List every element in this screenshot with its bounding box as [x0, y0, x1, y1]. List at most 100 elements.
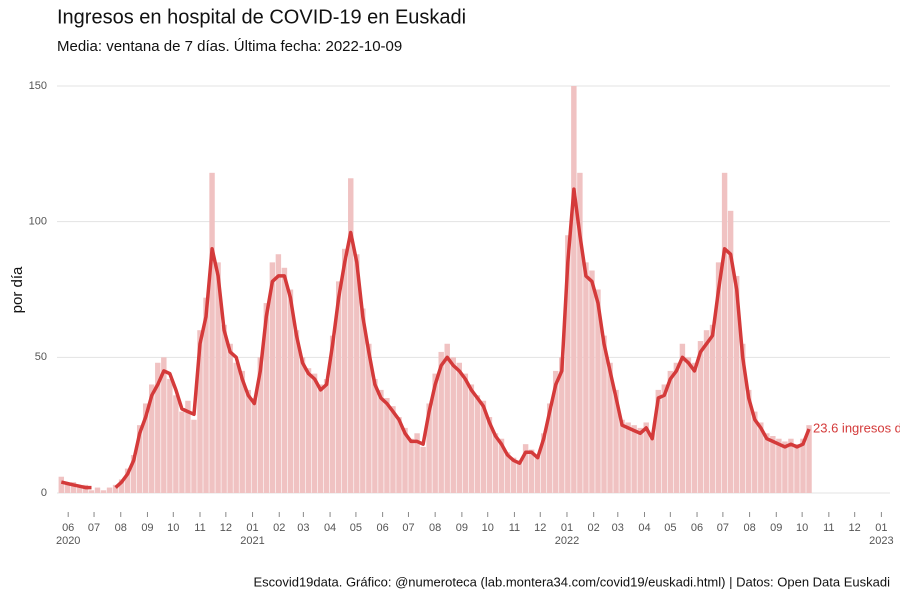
- bar: [245, 389, 251, 493]
- bar: [281, 267, 288, 493]
- y-tick-label: 150: [29, 80, 47, 92]
- bar: [239, 370, 245, 493]
- bar: [679, 343, 686, 493]
- bar: [788, 438, 794, 493]
- caption: Escovid19data. Gráfico: @numeroteca (lab…: [253, 574, 890, 589]
- x-tick-label: 09: [456, 522, 468, 534]
- bar: [758, 422, 764, 493]
- bar: [203, 297, 209, 493]
- bar: [643, 422, 649, 493]
- x-year-label: 2023: [869, 535, 893, 547]
- bar: [655, 389, 661, 493]
- bar: [565, 235, 571, 493]
- bar: [715, 262, 722, 493]
- bar: [733, 275, 740, 493]
- bar: [625, 422, 631, 493]
- x-tick-label: 08: [115, 522, 127, 534]
- bar: [438, 351, 444, 493]
- x-tick-label: 03: [297, 522, 309, 534]
- bar: [776, 438, 782, 493]
- x-tick-label: 02: [273, 522, 285, 534]
- bar: [619, 419, 625, 493]
- y-tick-label: 0: [41, 487, 47, 499]
- bar: [143, 403, 149, 493]
- bar: [595, 289, 601, 493]
- bar: [257, 357, 264, 493]
- bar: [498, 438, 505, 493]
- x-tick-label: 09: [141, 522, 153, 534]
- bar: [667, 370, 674, 493]
- bar: [468, 384, 475, 493]
- bar: [703, 330, 710, 493]
- bar: [450, 357, 456, 493]
- bar: [553, 370, 559, 493]
- x-tick-label: 12: [220, 522, 232, 534]
- bar: [88, 490, 95, 493]
- bar: [329, 335, 336, 493]
- bar: [215, 262, 221, 493]
- x-year-label: 2022: [555, 535, 579, 547]
- chart-subtitle: Media: ventana de 7 días. Última fecha: …: [57, 38, 402, 55]
- bar: [233, 362, 239, 493]
- bar: [305, 368, 312, 493]
- bar: [263, 303, 270, 493]
- bar: [462, 373, 469, 493]
- bar: [191, 419, 197, 493]
- x-tick-label: 05: [350, 522, 362, 534]
- bar: [492, 433, 499, 493]
- bar: [613, 389, 619, 493]
- x-tick-label: 11: [509, 522, 520, 534]
- bar: [275, 254, 282, 493]
- bar: [577, 172, 583, 493]
- bar: [709, 324, 716, 493]
- chart-title: Ingresos en hospital de COVID-19 en Eusk…: [57, 6, 466, 28]
- bar: [149, 384, 155, 493]
- bar: [420, 446, 426, 493]
- bar: [396, 417, 402, 493]
- x-tick-label: 01: [875, 522, 887, 534]
- x-tick-label: 11: [823, 522, 834, 534]
- bar: [432, 373, 438, 493]
- bar: [540, 433, 547, 493]
- bar: [589, 270, 595, 493]
- bar: [547, 403, 553, 493]
- y-tick-label: 100: [29, 216, 47, 228]
- x-tick-label: 10: [796, 522, 808, 534]
- bar: [390, 406, 396, 493]
- bar: [607, 362, 613, 493]
- bar: [746, 389, 752, 493]
- bar: [474, 395, 481, 493]
- x-tick-label: 07: [402, 522, 414, 534]
- bar: [287, 289, 294, 493]
- bar: [649, 433, 655, 493]
- annotation: 23.6 ingresos d: [813, 420, 900, 435]
- bar: [528, 449, 535, 493]
- bar: [504, 452, 511, 493]
- x-tick-label: 07: [88, 522, 100, 534]
- bar: [221, 324, 227, 493]
- bar: [348, 178, 354, 493]
- bar: [516, 460, 523, 493]
- bar: [118, 479, 125, 493]
- bar: [601, 335, 607, 493]
- bar: [691, 362, 698, 493]
- y-tick-label: 50: [35, 351, 47, 363]
- bar: [426, 403, 432, 493]
- bar: [806, 425, 812, 493]
- bar: [637, 427, 643, 493]
- bar: [631, 425, 637, 493]
- bar: [342, 248, 348, 493]
- bar: [299, 357, 306, 493]
- bar: [378, 389, 384, 493]
- average-line: [60, 187, 811, 490]
- x-tick-label: 04: [324, 522, 336, 534]
- bar: [559, 357, 565, 493]
- x-tick-label: 11: [194, 522, 205, 534]
- x-tick-label: 01: [246, 522, 258, 534]
- x-tick-label: 12: [534, 522, 546, 534]
- bar: [727, 210, 734, 493]
- bar: [227, 343, 233, 493]
- bar: [408, 438, 414, 493]
- x-tick-label: 12: [849, 522, 861, 534]
- bar: [685, 357, 692, 493]
